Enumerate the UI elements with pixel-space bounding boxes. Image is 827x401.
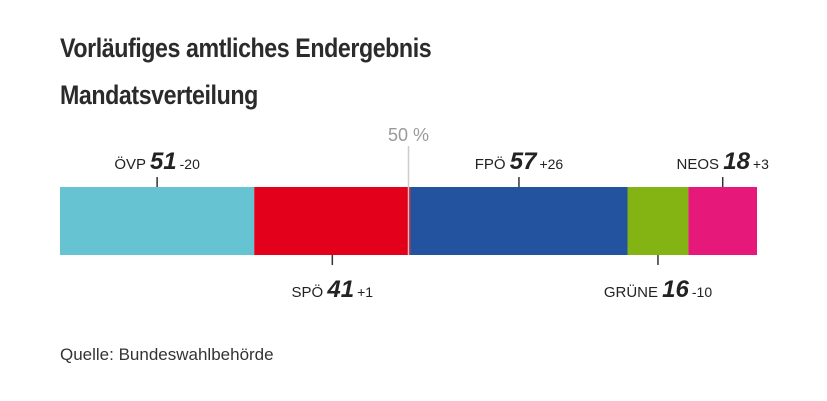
bar-segment-gruene <box>627 187 689 255</box>
party-seat-change: +26 <box>539 156 563 172</box>
bar-segment-neos <box>688 187 757 255</box>
party-seat-change: +3 <box>753 156 769 172</box>
party-name: ÖVP <box>114 155 150 173</box>
party-name: GRÜNE <box>604 283 662 301</box>
party-seat-change: -20 <box>180 156 200 172</box>
party-name: NEOS <box>677 156 724 173</box>
party-seat-change: +1 <box>357 284 373 300</box>
party-name: SPÖ <box>292 283 328 301</box>
party-name: FPÖ <box>475 155 510 173</box>
source-note: Quelle: Bundeswahlbehörde <box>60 345 274 364</box>
party-seats: 18 <box>723 148 750 175</box>
party-label-fpoe: FPÖ 57 +26 <box>475 148 564 175</box>
party-label-gruene: GRÜNE 16 -10 <box>604 276 712 303</box>
party-label-oevp: ÖVP 51 -20 <box>114 148 200 175</box>
party-seat-change: -10 <box>692 284 712 300</box>
chart-subtitle: Mandatsverteilung <box>60 80 258 110</box>
chart-title: Vorläufiges amtliches Endergebnis <box>60 33 432 63</box>
party-seats: 16 <box>662 276 689 303</box>
party-label-neos: NEOS 18 +3 <box>677 148 770 175</box>
seat-distribution-chart: ÖVP 51 -20 SPÖ 41 +1 FPÖ 57 +26 GRÜNE 16 -10 NEO… <box>60 125 770 303</box>
bar-segment-spoe <box>254 187 411 255</box>
party-seats: 41 <box>326 276 354 303</box>
bar-segment-oevp <box>60 187 255 255</box>
bar-segment-fpoe <box>410 187 628 255</box>
party-label-spoe: SPÖ 41 +1 <box>292 276 374 303</box>
party-seats: 57 <box>510 148 538 175</box>
party-seats: 51 <box>150 148 177 175</box>
majority-marker-label: 50 % <box>388 125 429 145</box>
